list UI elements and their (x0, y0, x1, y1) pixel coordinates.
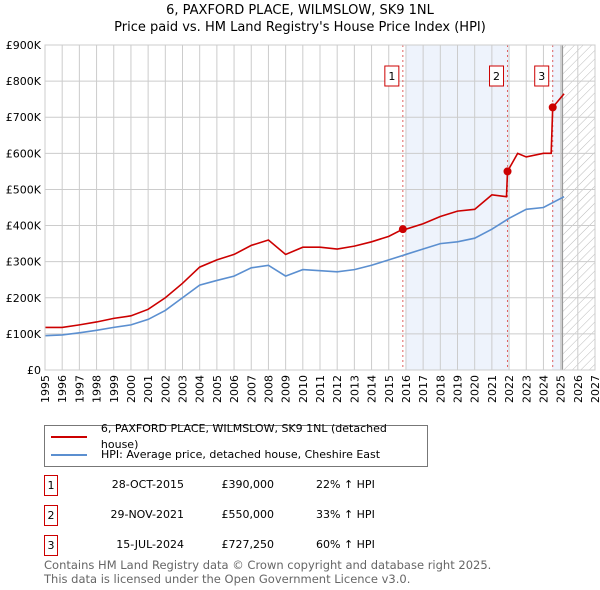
x-tick-label: 2023 (520, 375, 533, 403)
x-tick-label: 1999 (108, 375, 121, 403)
x-tick-label: 2012 (331, 375, 344, 403)
shaded-region (552, 45, 561, 370)
sale-label: 1 (388, 70, 395, 83)
y-tick-label: £200K (6, 292, 42, 305)
x-tick-label: 2014 (366, 375, 379, 403)
sale-row: 1 28-OCT-2015 £390,000 22% ↑ HPI (44, 475, 444, 496)
legend-item-hpi: HPI: Average price, detached house, Ches… (51, 447, 380, 463)
series-line (44, 195, 565, 337)
x-tick-label: 2019 (452, 375, 465, 403)
x-tick-label: 2001 (142, 375, 155, 403)
x-tick-label: 2011 (314, 375, 327, 403)
x-tick-label: 2010 (297, 375, 310, 403)
sale-price: £390,000 (221, 478, 275, 491)
sale-number: 2 (44, 505, 58, 526)
x-tick-label: 1998 (91, 375, 104, 403)
y-tick-label: £500K (6, 183, 42, 196)
sale-row: 2 29-NOV-2021 £550,000 33% ↑ HPI (44, 505, 444, 526)
sale-point (548, 103, 557, 112)
sale-label-box (384, 65, 400, 87)
x-tick-label: 2027 (589, 375, 600, 403)
legend-label: 6, PAXFORD PLACE, WILMSLOW, SK9 1NL (det… (100, 422, 387, 451)
sale-point (398, 225, 407, 234)
x-tick-label: 2020 (469, 375, 482, 403)
line-chart: 1995 1996 1997 1998 1999 2000 2001 2002 2003 2004… (6, 39, 600, 403)
sale-label: 2 (493, 70, 500, 83)
x-tick-label: 2003 (177, 375, 190, 403)
x-tick-label: 1996 (56, 375, 69, 403)
x-tick-label: 2004 (194, 375, 207, 403)
y-tick-label: £300K (6, 256, 42, 269)
legend-item-property: 6, PAXFORD PLACE, WILMSLOW, SK9 1NL (det… (51, 422, 427, 451)
footer-line: Contains HM Land Registry data © Crown c… (44, 558, 492, 572)
x-tick-label: 2024 (537, 375, 550, 403)
x-tick-label: 1997 (73, 375, 86, 403)
legend-swatch (51, 436, 87, 438)
x-tick-label: 2002 (159, 375, 172, 403)
y-tick-label: £600K (6, 147, 42, 160)
footer: Contains HM Land Registry data © Crown c… (44, 558, 491, 586)
sale-date: 15-JUL-2024 (116, 538, 184, 551)
x-tick-label: 2025 (555, 375, 568, 403)
sale-label-box (534, 65, 550, 87)
sale-hpi: 60% ↑ HPI (316, 538, 375, 551)
y-tick-label: £700K (6, 111, 42, 124)
x-tick-label: 2022 (503, 375, 516, 403)
x-tick-label: 2008 (262, 375, 275, 403)
sale-hpi: 33% ↑ HPI (316, 508, 375, 521)
x-tick-label: 2013 (348, 375, 361, 403)
x-tick-label: 2006 (228, 375, 241, 403)
chart-subtitle: Price paid vs. HM Land Registry's House … (114, 20, 486, 35)
x-tick-label: 2015 (383, 375, 396, 403)
sale-number: 1 (44, 475, 58, 496)
x-tick-label: 2007 (245, 375, 258, 403)
x-tick-label: 2021 (486, 375, 499, 403)
sale-row: 3 15-JUL-2024 £727,250 60% ↑ HPI (44, 535, 444, 556)
y-tick-label: £900K (6, 39, 42, 52)
y-tick-label: £0 (27, 364, 41, 377)
x-tick-label: 2005 (211, 375, 224, 403)
sale-point (503, 167, 512, 176)
sale-label-box (489, 65, 505, 87)
y-tick-label: £800K (6, 75, 42, 88)
legend-swatch (51, 454, 87, 456)
x-tick-label: 2017 (417, 375, 430, 403)
x-tick-label: 2009 (280, 375, 293, 403)
forecast-hatch (562, 45, 595, 370)
sale-number: 3 (44, 535, 58, 556)
legend-label: HPI: Average price, detached house, Ches… (101, 448, 381, 461)
x-tick-label: 2000 (125, 375, 138, 403)
chart-title: 6, PAXFORD PLACE, WILMSLOW, SK9 1NL (166, 3, 434, 18)
sale-label: 3 (538, 70, 545, 83)
legend: 6, PAXFORD PLACE, WILMSLOW, SK9 1NL (det… (44, 422, 428, 467)
plot-frame (44, 44, 596, 371)
sale-date: 28-OCT-2015 (111, 478, 184, 491)
x-tick-label: 1995 (39, 375, 52, 403)
sale-date: 29-NOV-2021 (110, 508, 184, 521)
y-tick-label: £100K (6, 328, 42, 341)
x-tick-label: 2016 (400, 375, 413, 403)
y-tick-label: £400K (6, 220, 42, 233)
x-tick-label: 2018 (434, 375, 447, 403)
sale-hpi: 22% ↑ HPI (316, 478, 375, 491)
footer-line: This data is licensed under the Open Gov… (44, 572, 411, 586)
x-tick-label: 2026 (572, 375, 585, 403)
sale-price: £727,250 (221, 538, 275, 551)
sale-price: £550,000 (221, 508, 275, 521)
